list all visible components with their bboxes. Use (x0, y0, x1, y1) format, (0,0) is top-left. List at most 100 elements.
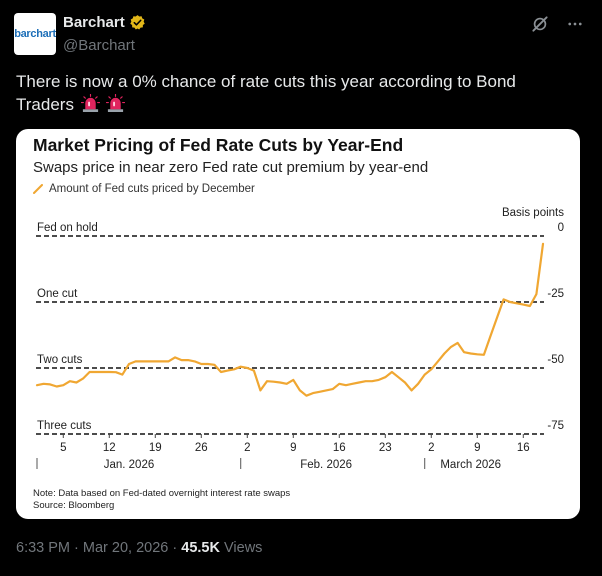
legend-swatch-icon (33, 184, 43, 194)
source-text: Source: Bloomberg (33, 500, 115, 511)
reference-line-label: Two cuts (37, 354, 83, 366)
data-point (194, 361, 196, 363)
data-point (49, 384, 51, 386)
series-line (35, 242, 545, 397)
data-point (253, 370, 255, 372)
data-point (503, 299, 505, 301)
data-point (398, 376, 400, 378)
chart-subtitle: Swaps price in near zero Fed rate cut pr… (33, 159, 429, 176)
data-point (463, 351, 465, 353)
legend-label: Amount of Fed cuts priced by December (49, 183, 255, 195)
x-tick-label: 2 (244, 442, 250, 454)
data-point (266, 380, 268, 382)
x-tick-label: 23 (379, 442, 392, 454)
data-point (43, 383, 45, 385)
more-options-icon[interactable] (566, 15, 584, 33)
data-point (365, 380, 367, 382)
author-name[interactable]: Barchart (63, 14, 146, 31)
data-point (273, 381, 275, 383)
data-point (240, 366, 242, 368)
data-point (115, 371, 117, 373)
reference-line-label: One cut (37, 288, 78, 300)
x-month-label: Jan. 2026 (104, 459, 155, 471)
data-point (411, 390, 413, 392)
data-point (128, 363, 130, 365)
data-point (338, 383, 340, 385)
x-month-label: March 2026 (440, 459, 501, 471)
x-tick-label: 9 (474, 442, 480, 454)
data-point (36, 384, 38, 386)
data-point (358, 382, 360, 384)
tweet-meta: 6:33 PM · Mar 20, 2026 · 45.5K Views (16, 540, 262, 556)
police-light-icon (106, 94, 126, 113)
data-point (542, 243, 544, 245)
data-point (332, 388, 334, 390)
data-point (352, 383, 354, 385)
meta-separator: · (74, 540, 79, 556)
x-tick-label: 12 (103, 442, 116, 454)
chart-card[interactable]: Market Pricing of Fed Rate Cuts by Year-… (16, 129, 580, 519)
data-point (220, 371, 222, 373)
data-point (187, 359, 189, 361)
data-point (444, 353, 446, 355)
data-point (95, 371, 97, 373)
data-point (56, 386, 58, 388)
y-tick-label: -75 (547, 420, 564, 432)
data-point (62, 384, 64, 386)
data-point (148, 361, 150, 363)
data-point (509, 301, 511, 303)
x-tick-label: 26 (195, 442, 208, 454)
y-axis-label: Basis points (502, 207, 564, 219)
data-point (108, 371, 110, 373)
views-label: Views (224, 540, 263, 556)
data-point (391, 371, 393, 373)
data-point (260, 390, 262, 392)
y-tick-label: -25 (547, 288, 564, 300)
data-point (417, 383, 419, 385)
data-point (233, 368, 235, 370)
data-point (246, 367, 248, 369)
data-point (69, 380, 71, 382)
data-point (207, 363, 209, 365)
data-point (319, 391, 321, 393)
data-point (299, 390, 301, 392)
grok-icon[interactable] (530, 14, 550, 34)
tweet-time[interactable]: 6:33 PM (16, 540, 70, 556)
data-point (89, 371, 91, 373)
data-point (490, 335, 492, 337)
author-name-text[interactable]: Barchart (63, 14, 125, 31)
data-point (227, 370, 229, 372)
data-point (312, 392, 314, 394)
x-month-label: Feb. 2026 (300, 459, 352, 471)
author-handle[interactable]: @Barchart (63, 37, 135, 54)
x-tick-label: 16 (517, 442, 530, 454)
tweet-date[interactable]: Mar 20, 2026 (82, 540, 169, 556)
data-point (371, 380, 373, 382)
data-point (437, 361, 439, 363)
police-light-icon (80, 94, 100, 113)
x-tick-label: 2 (428, 442, 434, 454)
x-tick-label: 19 (149, 442, 162, 454)
data-point (450, 346, 452, 348)
tweet-text: There is now a 0% chance of rate cuts th… (16, 70, 576, 116)
views-count: 45.5K (181, 540, 220, 556)
tweet-text-body: There is now a 0% chance of rate cuts th… (16, 72, 516, 114)
data-point (181, 359, 183, 361)
data-point (306, 395, 308, 397)
data-point (430, 368, 432, 370)
data-point (345, 384, 347, 386)
data-point (424, 374, 426, 376)
data-point (200, 363, 202, 365)
data-point (536, 293, 538, 295)
avatar[interactable]: barchart (14, 13, 56, 55)
x-tick-label: 16 (333, 442, 346, 454)
x-tick-label: 9 (290, 442, 296, 454)
data-point (122, 374, 124, 376)
data-point (279, 382, 281, 384)
data-point (214, 364, 216, 366)
data-point (457, 342, 459, 344)
data-point (292, 379, 294, 381)
chart-title: Market Pricing of Fed Rate Cuts by Year-… (33, 135, 404, 155)
chart-legend: Amount of Fed cuts priced by December (33, 183, 255, 195)
avatar-text: barchart (14, 28, 56, 40)
